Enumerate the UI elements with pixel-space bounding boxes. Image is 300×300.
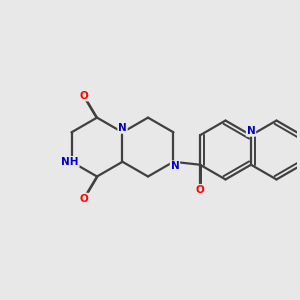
Text: O: O [80, 91, 88, 100]
Text: N: N [171, 161, 179, 171]
Text: O: O [196, 185, 204, 195]
Text: N: N [247, 126, 255, 136]
Text: O: O [80, 194, 88, 204]
Text: N: N [118, 123, 127, 133]
Text: NH: NH [61, 157, 79, 167]
